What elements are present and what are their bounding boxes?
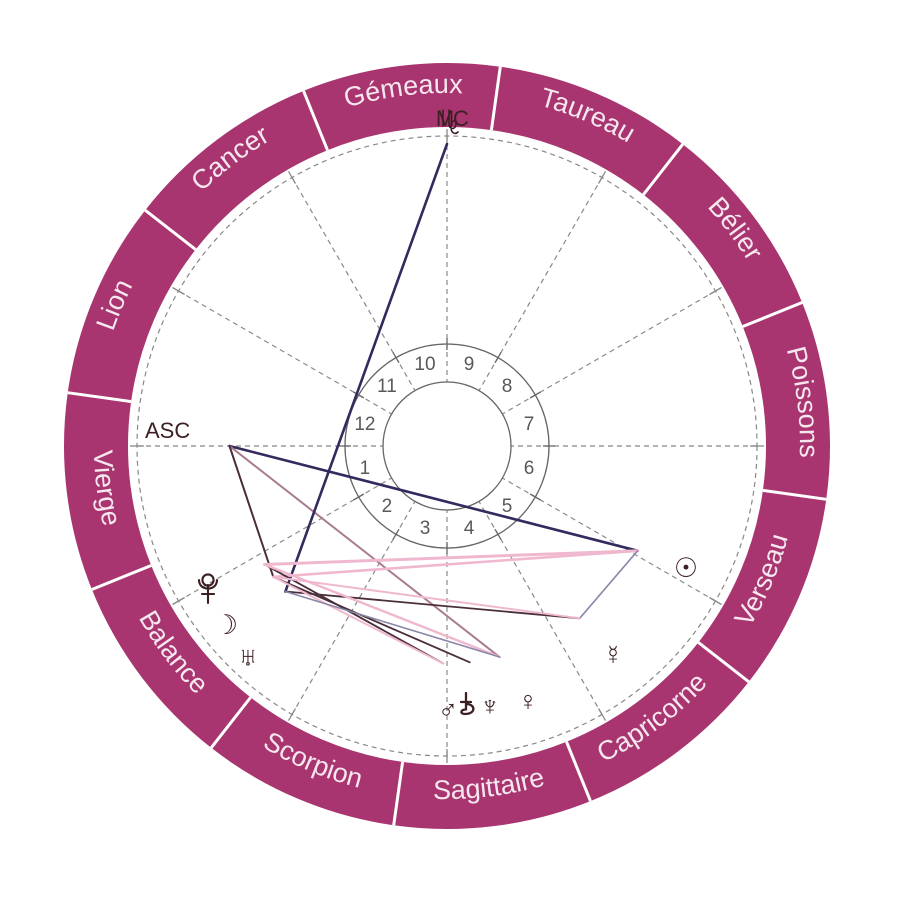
svg-text:5: 5	[502, 496, 513, 517]
svg-text:1: 1	[360, 458, 371, 479]
svg-text:♂: ♂	[438, 695, 458, 725]
svg-text:10: 10	[414, 354, 435, 375]
svg-text:7: 7	[524, 414, 535, 435]
svg-text:♆: ♆	[480, 691, 500, 721]
svg-text:12: 12	[354, 414, 375, 435]
svg-text:☿: ☿	[603, 640, 623, 670]
svg-text:3: 3	[420, 518, 431, 539]
svg-text:4: 4	[464, 518, 475, 539]
svg-text:ASC: ASC	[145, 418, 190, 443]
svg-text:8: 8	[502, 376, 513, 397]
svg-text:9: 9	[464, 354, 475, 375]
svg-text:♅: ♅	[238, 642, 258, 672]
svg-text:6: 6	[524, 458, 535, 479]
svg-text:☉: ☉	[674, 553, 698, 583]
svg-text:11: 11	[377, 376, 397, 397]
svg-text:2: 2	[382, 496, 393, 517]
svg-text:☽: ☽	[214, 610, 238, 640]
svg-text:♀: ♀	[518, 686, 538, 716]
